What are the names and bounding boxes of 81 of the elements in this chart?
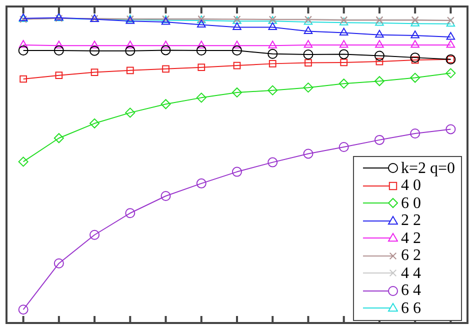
point bbox=[196, 40, 206, 48]
point bbox=[90, 40, 99, 48]
point bbox=[18, 46, 28, 56]
legend-label: 4 4 bbox=[400, 264, 421, 282]
point bbox=[126, 66, 134, 74]
point bbox=[196, 92, 206, 103]
point bbox=[268, 40, 278, 48]
point bbox=[196, 46, 206, 56]
point bbox=[90, 230, 100, 240]
point bbox=[196, 20, 206, 28]
point bbox=[268, 48, 278, 59]
point bbox=[410, 72, 420, 83]
point bbox=[446, 124, 456, 134]
point bbox=[90, 68, 98, 76]
point bbox=[90, 46, 100, 56]
point bbox=[232, 87, 242, 98]
point bbox=[54, 46, 64, 56]
point bbox=[338, 78, 349, 89]
point bbox=[339, 28, 348, 36]
point bbox=[20, 75, 27, 83]
point bbox=[410, 30, 420, 38]
point bbox=[376, 58, 384, 66]
point bbox=[232, 22, 242, 30]
point bbox=[339, 40, 348, 48]
point bbox=[411, 56, 419, 64]
point bbox=[18, 304, 28, 315]
point bbox=[304, 40, 313, 48]
point bbox=[232, 166, 242, 177]
point bbox=[125, 208, 136, 218]
point bbox=[446, 32, 456, 40]
point bbox=[90, 118, 100, 128]
point bbox=[374, 50, 384, 61]
legend-label: k=2 q=0 bbox=[400, 160, 455, 177]
point bbox=[268, 60, 276, 68]
point bbox=[160, 99, 171, 110]
point bbox=[410, 52, 420, 63]
point bbox=[268, 22, 278, 30]
point bbox=[162, 65, 170, 73]
legend-label: 4 2 bbox=[400, 230, 421, 247]
point bbox=[160, 45, 171, 56]
point bbox=[410, 128, 420, 139]
point bbox=[125, 46, 136, 56]
point bbox=[338, 49, 349, 60]
point bbox=[126, 40, 135, 48]
point bbox=[232, 46, 242, 56]
point bbox=[374, 134, 384, 145]
point bbox=[303, 50, 314, 60]
legend-label: 2 2 bbox=[400, 212, 421, 230]
point bbox=[125, 108, 136, 118]
point bbox=[304, 26, 313, 34]
point bbox=[268, 85, 278, 96]
legend-label: 6 4 bbox=[400, 282, 421, 300]
point bbox=[304, 59, 312, 66]
point bbox=[446, 18, 456, 27]
point bbox=[54, 258, 64, 268]
legend-label: 6 2 bbox=[400, 247, 421, 264]
point bbox=[375, 30, 384, 38]
point bbox=[18, 40, 28, 48]
point bbox=[374, 76, 384, 86]
point bbox=[303, 82, 314, 93]
point bbox=[55, 72, 63, 80]
point bbox=[232, 40, 242, 48]
legend-label: 6 6 bbox=[400, 300, 421, 317]
point bbox=[54, 40, 64, 48]
point bbox=[233, 62, 241, 70]
legend-label: 6 0 bbox=[400, 194, 421, 212]
point bbox=[410, 40, 420, 48]
point bbox=[340, 58, 348, 66]
point bbox=[54, 133, 64, 144]
point bbox=[268, 157, 278, 168]
point bbox=[375, 40, 384, 48]
point bbox=[161, 40, 170, 48]
point bbox=[446, 68, 456, 78]
point bbox=[338, 142, 349, 152]
point bbox=[446, 40, 456, 48]
point bbox=[303, 148, 314, 159]
point bbox=[160, 190, 171, 201]
point bbox=[18, 156, 28, 167]
legend-label: 4 0 bbox=[400, 177, 421, 194]
point bbox=[198, 64, 206, 72]
point bbox=[196, 178, 206, 188]
